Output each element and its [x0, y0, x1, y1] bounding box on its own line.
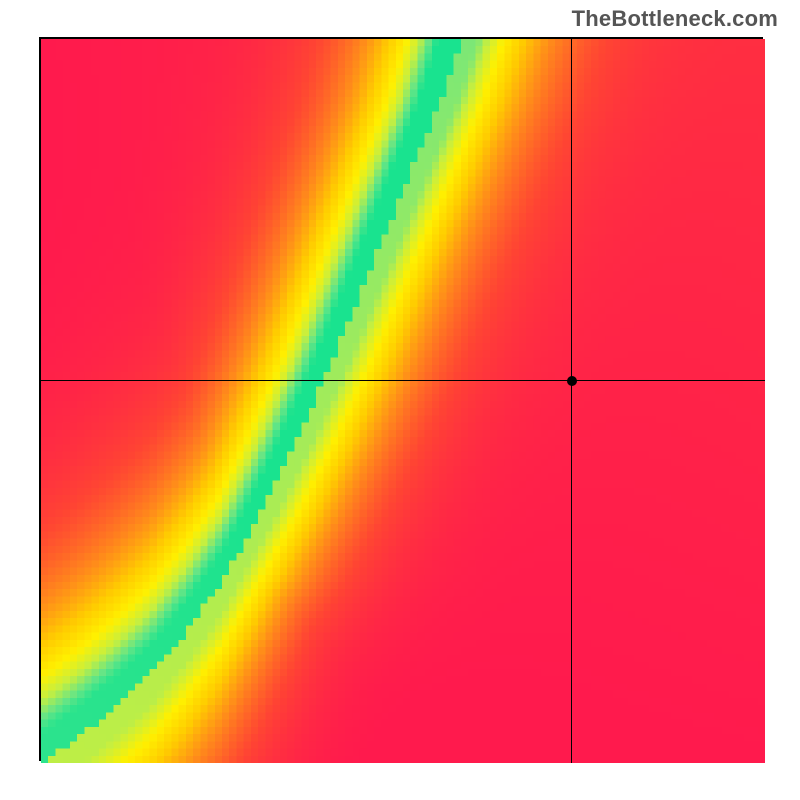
heatmap-plot	[39, 37, 763, 761]
crosshair-horizontal	[41, 380, 765, 381]
marker-point	[567, 376, 577, 386]
heatmap-canvas	[41, 39, 765, 763]
watermark-text: TheBottleneck.com	[572, 6, 778, 32]
crosshair-vertical	[571, 39, 572, 763]
